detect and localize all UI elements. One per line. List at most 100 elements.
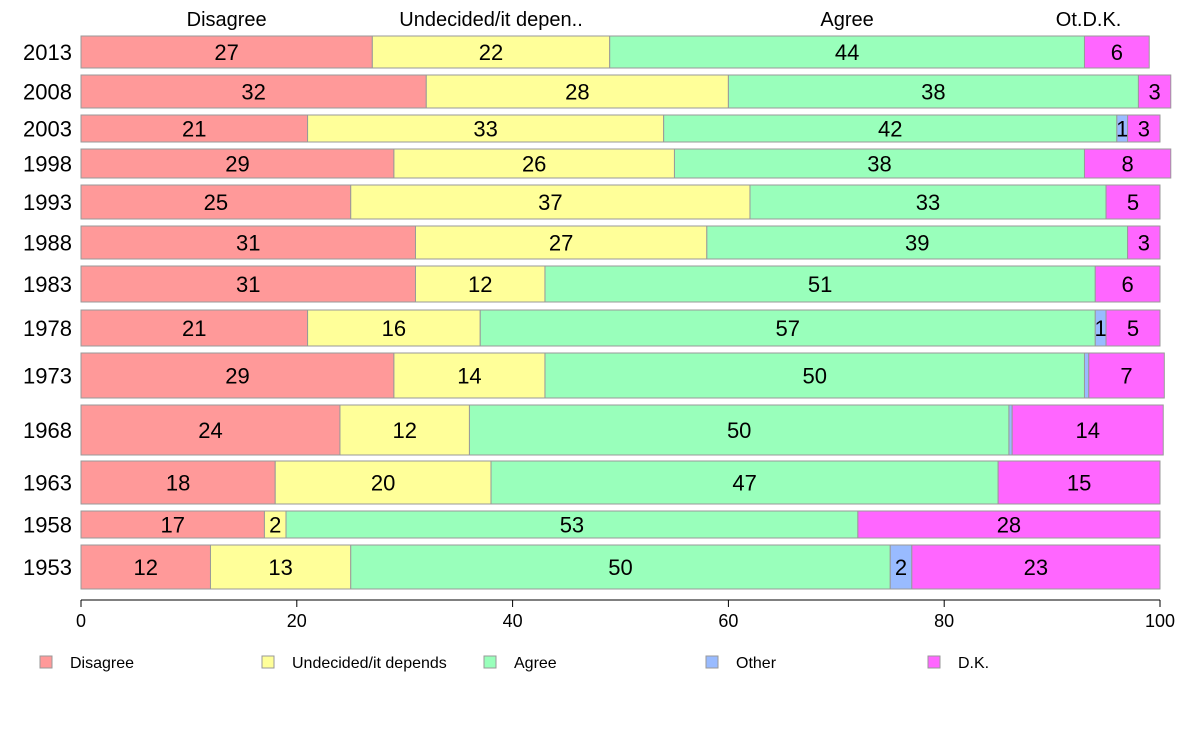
legend-label: Other <box>736 655 777 672</box>
data-label: 2 <box>895 555 907 580</box>
data-label: 33 <box>473 117 497 142</box>
bar-segment <box>997 460 1161 505</box>
data-label: 24 <box>198 418 222 443</box>
legend-label: Undecided/it depends <box>292 655 447 672</box>
data-label: 15 <box>1067 471 1091 496</box>
x-tick-label: 20 <box>287 611 307 631</box>
bar-segment <box>80 544 211 590</box>
bar-segment <box>911 544 1161 590</box>
data-label: 6 <box>1122 272 1134 297</box>
bar-segment <box>209 544 352 590</box>
data-label: 21 <box>182 316 206 341</box>
bar-segment <box>350 544 891 590</box>
data-label: 57 <box>776 316 800 341</box>
data-label: 5 <box>1127 316 1139 341</box>
column-header: Disagree <box>187 9 267 31</box>
legend: Disagree Undecided/it depends Agree Other D.… <box>39 655 989 672</box>
row-label: 2003 <box>23 117 72 142</box>
column-header: Agree <box>820 9 873 31</box>
data-label: 2 <box>269 513 281 538</box>
data-label: 7 <box>1120 364 1132 389</box>
bar-segment <box>490 460 999 505</box>
bar-segment <box>80 352 395 399</box>
legend-swatch <box>261 655 275 669</box>
data-label: 1 <box>1095 316 1107 341</box>
data-label: 38 <box>867 152 891 177</box>
row-label: 1998 <box>23 152 72 177</box>
data-label: 17 <box>160 513 184 538</box>
legend-swatch <box>705 655 719 669</box>
data-label: 50 <box>802 364 826 389</box>
data-label: 44 <box>835 40 859 65</box>
bar-segment <box>274 460 492 505</box>
row-label: 1973 <box>23 364 72 389</box>
row-label: 2008 <box>23 80 72 105</box>
data-label: 23 <box>1024 555 1048 580</box>
bar-segment <box>414 225 708 260</box>
data-label: 12 <box>392 418 416 443</box>
bar-segment <box>80 114 309 143</box>
x-tick-label: 100 <box>1145 611 1175 631</box>
data-label: 8 <box>1122 152 1134 177</box>
data-label: 47 <box>732 471 756 496</box>
data-label: 14 <box>1075 418 1099 443</box>
bar-segment <box>393 352 546 399</box>
data-label: 21 <box>182 117 206 142</box>
bar-segment <box>1083 352 1090 399</box>
bar-segment <box>1105 184 1161 220</box>
bar-segment <box>80 510 265 539</box>
column-header: Undecided/it depen.. <box>399 9 582 31</box>
row-label: 1988 <box>23 231 72 256</box>
bar-segment <box>544 352 1085 399</box>
row-label: 1958 <box>23 513 72 538</box>
bar-segment <box>350 184 751 220</box>
data-label: 33 <box>916 190 940 215</box>
bar-segment <box>393 148 675 179</box>
data-label: 27 <box>549 231 573 256</box>
data-label: 50 <box>727 418 751 443</box>
row-label: 1983 <box>23 272 72 297</box>
row-label: 2013 <box>23 40 72 65</box>
bar-segment <box>609 35 1085 69</box>
data-label: 3 <box>1138 117 1150 142</box>
column-header: D.K. <box>1082 9 1121 31</box>
data-label: 51 <box>808 272 832 297</box>
data-label: 3 <box>1138 231 1150 256</box>
data-label: 6 <box>1111 40 1123 65</box>
data-label: 22 <box>479 40 503 65</box>
bar-segment <box>307 309 481 347</box>
data-label: 25 <box>204 190 228 215</box>
legend-swatch <box>927 655 941 669</box>
bar-segment <box>371 35 611 69</box>
x-tick-label: 40 <box>503 611 523 631</box>
bar-segment <box>1083 35 1150 69</box>
legend-label: D.K. <box>958 655 989 672</box>
row-label: 1993 <box>23 190 72 215</box>
legend-label: Agree <box>514 655 557 672</box>
x-tick-label: 80 <box>934 611 954 631</box>
row-label: 1968 <box>23 418 72 443</box>
bar-segment <box>1105 309 1161 347</box>
bar-segment <box>80 148 395 179</box>
x-axis: 0 20 40 60 80 100 <box>76 599 1175 631</box>
data-label: 31 <box>236 231 260 256</box>
bar-segment <box>1088 352 1165 399</box>
data-label: 53 <box>560 513 584 538</box>
bar-segment <box>80 35 373 69</box>
bar-segment <box>673 148 1085 179</box>
data-label: 38 <box>921 80 945 105</box>
data-label: 31 <box>236 272 260 297</box>
bar-segment <box>1083 148 1172 179</box>
data-label: 12 <box>133 555 157 580</box>
x-tick-label: 0 <box>76 611 86 631</box>
data-label: 42 <box>878 117 902 142</box>
column-header: Ot. <box>1056 9 1083 31</box>
bar-segment <box>1094 265 1161 303</box>
data-label: 20 <box>371 471 395 496</box>
bar-segment <box>80 309 309 347</box>
bar-segment <box>1011 404 1164 456</box>
bar-segment <box>1127 225 1161 260</box>
data-label: 32 <box>241 80 265 105</box>
